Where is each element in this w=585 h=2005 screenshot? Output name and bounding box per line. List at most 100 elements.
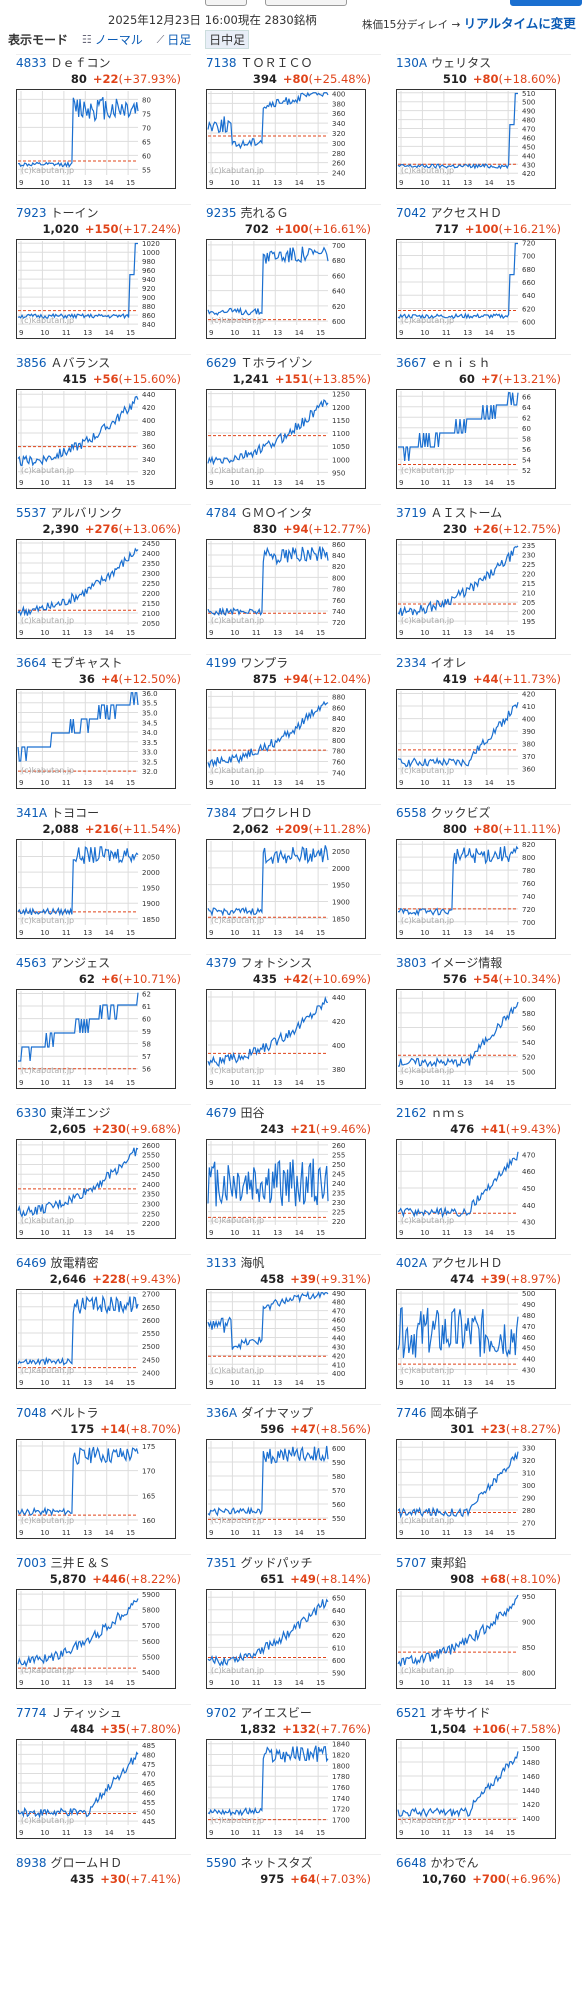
stock-name[interactable]: ＧＭＯインタ	[240, 506, 313, 520]
stock-code-link[interactable]: 2334	[396, 656, 427, 670]
stock-code-link[interactable]: 5590	[206, 1856, 237, 1870]
stock-code-link[interactable]: 4379	[206, 956, 237, 970]
stock-name[interactable]: Ｊティッシュ	[50, 1706, 122, 1720]
stock-code-link[interactable]: 6629	[206, 356, 237, 370]
stock-name[interactable]: ウェリタス	[431, 56, 492, 70]
stock-code-link[interactable]: 6469	[16, 1256, 47, 1270]
intraday-chart[interactable]: 400 380 360 340 320 300 280 260 240 9 10 11 13 14 15 (c…	[206, 89, 366, 189]
stock-name[interactable]: イメージ情報	[430, 956, 503, 970]
mode-daily-button[interactable]: ⟋ 日足	[157, 31, 192, 48]
stock-name[interactable]: トヨコー	[51, 806, 100, 820]
stock-code-link[interactable]: 7351	[206, 1556, 237, 1570]
stock-name[interactable]: ＴＯＲＩＣＯ	[240, 56, 313, 70]
stock-code-link[interactable]: 6648	[396, 1856, 427, 1870]
stock-name[interactable]: ＡＩストーム	[430, 506, 503, 520]
stock-code-link[interactable]: 3667	[396, 356, 427, 370]
stock-code-link[interactable]: 6558	[396, 806, 427, 820]
stock-name[interactable]: ｅｎｉｓｈ	[430, 356, 491, 370]
stock-code-link[interactable]: 5537	[16, 506, 47, 520]
stock-name[interactable]: プロクレＨＤ	[240, 806, 313, 820]
stock-code-link[interactable]: 130A	[396, 56, 428, 70]
stock-name[interactable]: モブキャスト	[50, 656, 123, 670]
intraday-chart[interactable]: 950 900 850 800 9 10 11 13 14 15 (c)kabutan.jp	[396, 1589, 556, 1689]
stock-code-link[interactable]: 3719	[396, 506, 427, 520]
stock-code-link[interactable]: 3856	[16, 356, 47, 370]
intraday-chart[interactable]: 1250 1200 1150 1100 1050 1000 950 9 10 11 13 14 15 (c…	[206, 389, 366, 489]
stock-code-link[interactable]: 7923	[16, 206, 47, 220]
stock-name[interactable]: トーイン	[50, 206, 99, 220]
intraday-chart[interactable]: 1500 1480 1460 1440 1420 1400 9 10 11 13 14 15 (c)ka…	[396, 1739, 556, 1839]
stock-name[interactable]: Ａバランス	[50, 356, 111, 370]
intraday-chart[interactable]: 2700 2650 2600 2550 2500 2450 2400 9 10 11 13 14 15 (…	[16, 1289, 176, 1389]
intraday-chart[interactable]: 650 640 630 620 610 600 590 9 10 11 13 14 15 (c)kabut…	[206, 1589, 366, 1689]
realtime-button[interactable]	[510, 0, 582, 6]
stock-name[interactable]: ｎｍｓ	[430, 1106, 467, 1120]
stock-code-link[interactable]: 7746	[396, 1406, 427, 1420]
intraday-chart[interactable]: 440 420 400 380 9 10 11 13 14 15 (c)kabutan.jp	[206, 989, 366, 1089]
intraday-chart[interactable]: 2050 2000 1950 1900 1850 9 10 11 13 14 15 (c)kabuta…	[16, 839, 176, 939]
stock-code-link[interactable]: 336A	[206, 1406, 238, 1420]
stock-name[interactable]: 三井Ｅ＆Ｓ	[50, 1556, 111, 1570]
intraday-chart[interactable]: 66 64 62 60 58 56 54 52 9 10 11 13 14 15 (c)kabutan.jp	[396, 389, 556, 489]
stock-code-link[interactable]: 4679	[206, 1106, 237, 1120]
realtime-link[interactable]: リアルタイムに変更	[463, 16, 576, 31]
stock-code-link[interactable]: 3803	[396, 956, 427, 970]
intraday-chart[interactable]: 175 170 165 160 9 10 11 13 14 15 (c)kabutan.jp	[16, 1439, 176, 1539]
stock-code-link[interactable]: 7048	[16, 1406, 47, 1420]
stock-code-link[interactable]: 7042	[396, 206, 427, 220]
stock-name[interactable]: アクセスＨＤ	[430, 206, 502, 220]
stock-code-link[interactable]: 5707	[396, 1556, 427, 1570]
mode-intraday-button[interactable]: 日中足	[205, 30, 250, 49]
stock-name[interactable]: グッドパッチ	[240, 1556, 313, 1570]
stock-name[interactable]: ベルトラ	[50, 1406, 99, 1420]
stock-code-link[interactable]: 7003	[16, 1556, 47, 1570]
intraday-chart[interactable]: 330 320 310 300 290 280 270 9 10 11 13 14 15 (c)kabut…	[396, 1439, 556, 1539]
stock-name[interactable]: 放電精密	[50, 1256, 99, 1270]
stock-code-link[interactable]: 7774	[16, 1706, 47, 1720]
intraday-chart[interactable]: 470 460 450 440 430 9 10 11 13 14 15 (c)kabutan.jp	[396, 1139, 556, 1239]
stock-code-link[interactable]: 4784	[206, 506, 237, 520]
intraday-chart[interactable]: 5900 5800 5700 5600 5500 5400 9 10 11 13 14 15 (c)ka…	[16, 1589, 176, 1689]
stock-name[interactable]: 田谷	[240, 1106, 265, 1120]
stock-name[interactable]: Ｄｅｆコン	[50, 56, 111, 70]
stock-code-link[interactable]: 4563	[16, 956, 47, 970]
stock-name[interactable]: ネットスタズ	[240, 1856, 313, 1870]
stock-name[interactable]: アルバリンク	[50, 506, 123, 520]
stock-code-link[interactable]: 3664	[16, 656, 47, 670]
stock-name[interactable]: 岡本硝子	[430, 1406, 479, 1420]
intraday-chart[interactable]: 62 61 60 59 58 57 56 9 10 11 13 14 15 (c)kabutan.jp	[16, 989, 176, 1089]
stock-code-link[interactable]: 341A	[16, 806, 48, 820]
stock-name[interactable]: 東洋エンジ	[50, 1106, 111, 1120]
intraday-chart[interactable]: 2050 2000 1950 1900 1850 9 10 11 13 14 15 (c)kabuta…	[206, 839, 366, 939]
stock-name[interactable]: 海帆	[240, 1256, 265, 1270]
stock-name[interactable]: フォトシンス	[240, 956, 313, 970]
mode-normal-button[interactable]: ☷ ノーマル	[82, 31, 143, 48]
intraday-chart[interactable]: 36.0 35.535.0 34.5 34.0 33.5 33.032.5 32.0 9 10 1…	[16, 689, 176, 789]
stock-code-link[interactable]: 7384	[206, 806, 237, 820]
stock-code-link[interactable]: 2162	[396, 1106, 427, 1120]
stock-name[interactable]: オキサイド	[430, 1706, 491, 1720]
stock-code-link[interactable]: 6330	[16, 1106, 47, 1120]
stock-name[interactable]: 東邦鉛	[430, 1556, 467, 1570]
intraday-chart[interactable]: 820 800 780 760 740 720 700 9 10 11 13 14 15 (c)kabut…	[396, 839, 556, 939]
stock-name[interactable]: アイエスビー	[240, 1706, 312, 1720]
intraday-chart[interactable]: 2450 2400 2350 2300 2250 2200 2150 2100 2050 9 10 1…	[16, 539, 176, 639]
stock-name[interactable]: Ｔホライゾン	[240, 356, 313, 370]
stock-name[interactable]: ワンプラ	[240, 656, 289, 670]
intraday-chart[interactable]: 500 490 480 470 460 450 440 430 9 10 11 13 14 15 (c)ka…	[396, 1289, 556, 1389]
intraday-chart[interactable]: 700 680 660 640 620 600 9 10 11 13 14 15 (c)kabutan.…	[206, 239, 366, 339]
stock-code-link[interactable]: 6521	[396, 1706, 427, 1720]
prev-button[interactable]	[205, 0, 247, 6]
intraday-chart[interactable]: 440 420 400 380 360 340 320 9 10 11 13 14 15 (c)kabut…	[16, 389, 176, 489]
intraday-chart[interactable]: 720 700 680 660 640 620 600 9 10 11 13 14 15 (c)kabut…	[396, 239, 556, 339]
intraday-chart[interactable]: 80 75 70 65 60 55 9 10 11 13 14 15 (c)kabutan.jp	[16, 89, 176, 189]
stock-code-link[interactable]: 8938	[16, 1856, 47, 1870]
stock-name[interactable]: ダイナマップ	[241, 1406, 313, 1420]
stock-code-link[interactable]: 402A	[396, 1256, 428, 1270]
change-button[interactable]	[265, 0, 347, 6]
stock-name[interactable]: イオレ	[430, 656, 467, 670]
stock-name[interactable]: アンジェス	[50, 956, 111, 970]
